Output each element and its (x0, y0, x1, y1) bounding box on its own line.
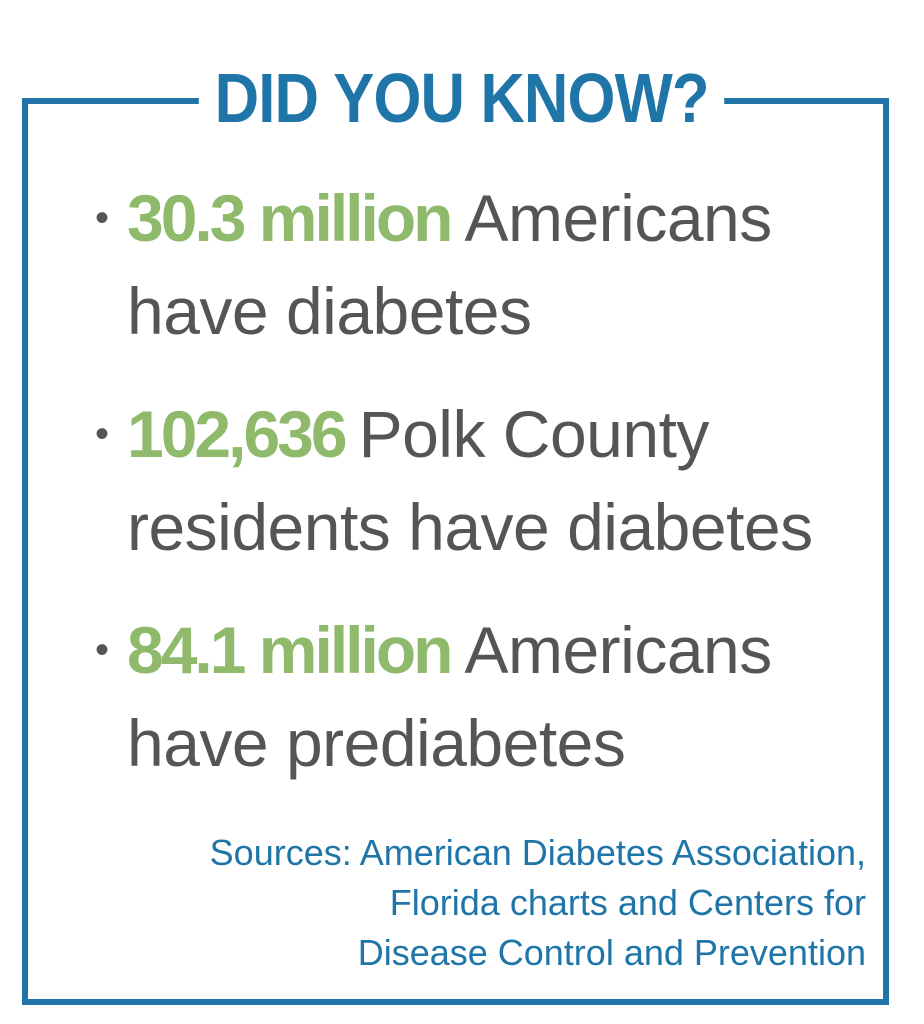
fact-item-2: • 102,636 Polk County residents have diab… (95, 388, 885, 574)
fact-item-3: • 84.1 million Americans have prediabetes (95, 604, 885, 790)
fact-text-line2: residents have diabetes (127, 490, 813, 564)
page-title: DID YOU KNOW? (199, 58, 725, 138)
bullet-icon: • (95, 412, 109, 456)
fact-list: • 30.3 million Americans have diabetes • … (95, 172, 885, 820)
fact-text-line1: Americans (464, 181, 772, 255)
fact-stat: 102,636 (127, 397, 348, 471)
sources-line-2: Florida charts and Centers for (389, 882, 866, 923)
bullet-icon: • (95, 628, 109, 672)
sources-note: Sources: American Diabetes Association, … (106, 828, 866, 978)
fact-text-line1: Americans (464, 613, 772, 687)
heading-container: DID YOU KNOW? (0, 58, 924, 138)
fact-text-line2: have prediabetes (127, 706, 626, 780)
fact-stat: 30.3 million (127, 181, 453, 255)
fact-text-line2: have diabetes (127, 274, 532, 348)
bullet-icon: • (95, 196, 109, 240)
sources-line-3: Disease Control and Prevention (357, 932, 866, 973)
sources-line-1: Sources: American Diabetes Association, (209, 832, 866, 873)
fact-stat: 84.1 million (127, 613, 453, 687)
fact-text-line1: Polk County (358, 397, 710, 471)
fact-item-1: • 30.3 million Americans have diabetes (95, 172, 885, 358)
